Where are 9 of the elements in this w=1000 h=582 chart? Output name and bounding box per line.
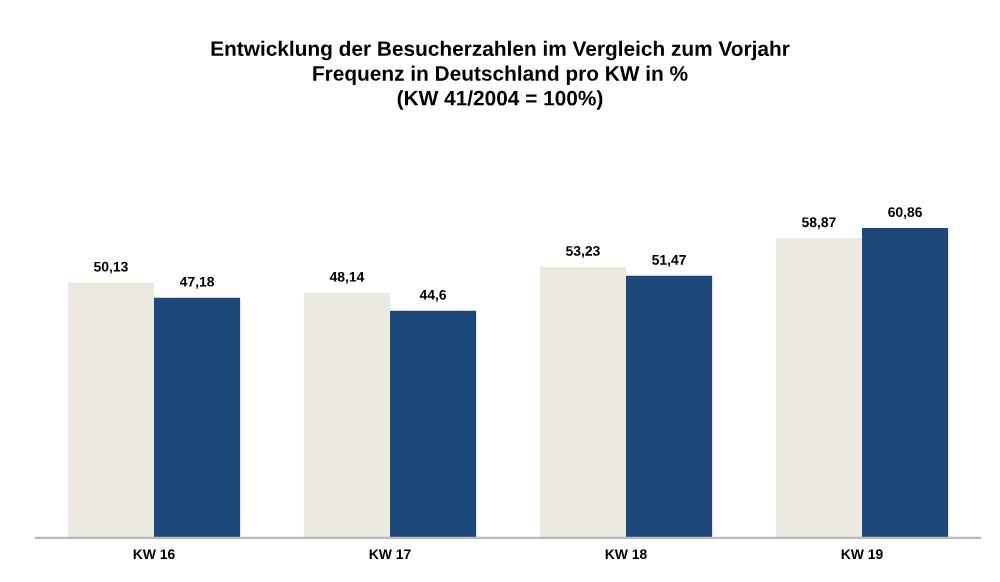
bar <box>67 282 154 538</box>
bar <box>154 297 241 538</box>
bar <box>539 266 626 538</box>
bar <box>626 275 713 538</box>
bar <box>862 228 949 538</box>
bar <box>303 292 390 538</box>
bar <box>390 310 477 538</box>
bar <box>775 238 862 538</box>
chart-title: Entwicklung der Besucherzahlen im Vergleich zum Vorjahr Frequenz in Deutschland pro KW in % (KW 41/2004 = 100%) <box>211 40 790 110</box>
